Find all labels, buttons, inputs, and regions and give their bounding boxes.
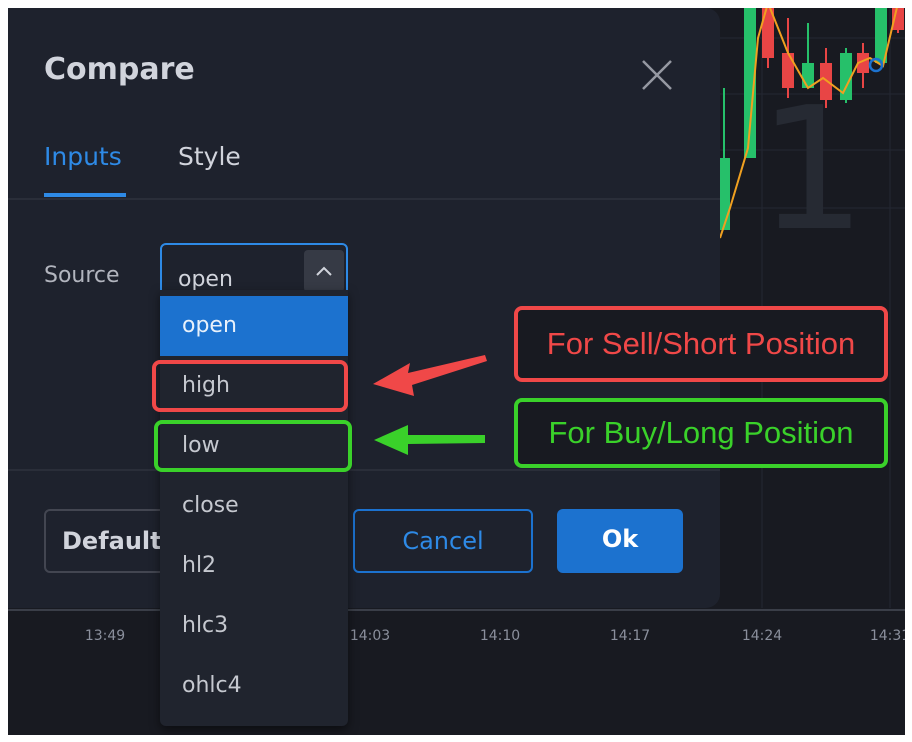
candle-up [744, 8, 756, 158]
option-high[interactable]: high [182, 373, 230, 398]
time-axis-label: 14:03 [349, 628, 391, 644]
price-chart[interactable]: 1 [8, 8, 905, 735]
tab-style[interactable]: Style [178, 142, 241, 171]
source-value: open [178, 267, 233, 292]
candle-down [782, 53, 794, 88]
option-close[interactable]: close [182, 493, 239, 518]
chart-watermark: 1 [758, 71, 866, 269]
time-axis-label: 14:24 [741, 628, 783, 644]
chevron-up-icon[interactable] [304, 250, 344, 292]
time-axis-label: 14:10 [479, 628, 521, 644]
cancel-button[interactable]: Cancel [353, 509, 533, 573]
source-label: Source [44, 263, 120, 288]
dialog-title: Compare [44, 52, 195, 87]
last-point-marker [868, 57, 884, 73]
close-icon[interactable] [640, 58, 674, 92]
candle-up [718, 158, 730, 230]
option-hlc3[interactable]: hlc3 [182, 613, 229, 638]
buy-annotation: For Buy/Long Position [514, 398, 888, 468]
sell-annotation: For Sell/Short Position [514, 306, 888, 382]
time-axis-label: 13:49 [84, 628, 126, 644]
ok-button[interactable]: Ok [557, 509, 683, 573]
candle-down [762, 8, 774, 58]
option-open[interactable]: open [160, 296, 348, 356]
candle-up [840, 53, 852, 100]
candle-down [820, 63, 832, 100]
time-axis-label: 14:17 [609, 628, 651, 644]
option-hl2[interactable]: hl2 [182, 553, 217, 578]
annotation-arrows [373, 355, 487, 455]
active-tab-indicator [44, 193, 126, 197]
option-ohlc4[interactable]: ohlc4 [182, 673, 242, 698]
divider [8, 198, 720, 200]
high-highlight-box [152, 360, 348, 412]
time-axis-label: 14:31 [869, 628, 905, 644]
candle-up [875, 8, 887, 63]
green-arrow-icon [374, 425, 485, 455]
chart-screen: 1 13:49 14:03 14:10 14:17 14:24 14:31 Compare… [8, 8, 905, 735]
red-arrow-icon [373, 355, 487, 396]
tab-inputs[interactable]: Inputs [44, 142, 122, 171]
defaults-button[interactable]: Defaults [44, 509, 244, 573]
low-highlight-box [154, 420, 352, 472]
divider [8, 469, 720, 471]
compare-line [719, 8, 898, 239]
option-low[interactable]: low [182, 433, 220, 458]
candle-down [857, 53, 869, 73]
